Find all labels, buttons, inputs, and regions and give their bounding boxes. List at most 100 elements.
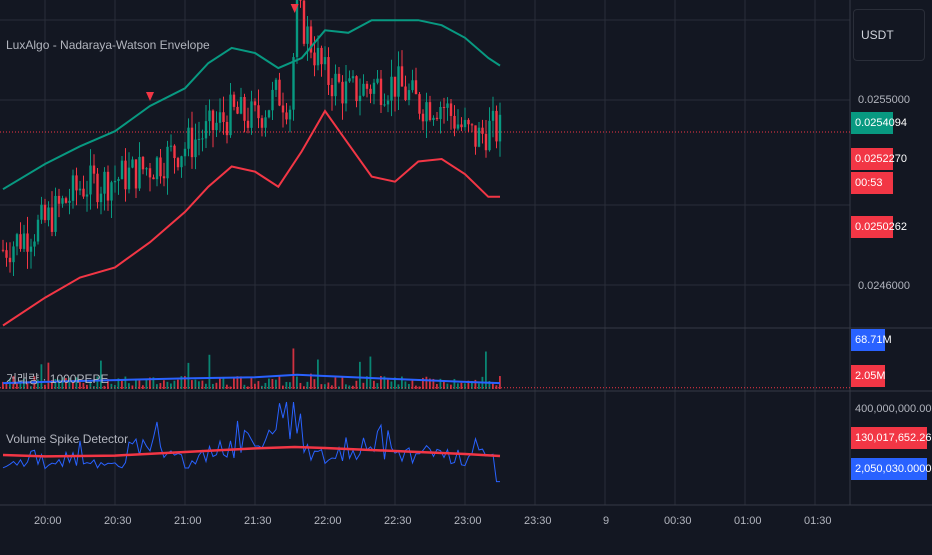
volume-bar bbox=[128, 383, 130, 389]
candle-up bbox=[120, 160, 124, 180]
candle-down bbox=[337, 73, 341, 82]
volume-bar bbox=[23, 378, 25, 389]
candle-up bbox=[40, 204, 43, 220]
volume-bar bbox=[219, 378, 221, 389]
volume-bar bbox=[478, 383, 480, 389]
candle-up bbox=[201, 138, 204, 140]
upper-band-price-tag: 0.0254094 bbox=[851, 112, 907, 134]
time-label: 20:00 bbox=[34, 515, 62, 527]
candle-down bbox=[225, 121, 229, 136]
candle-up bbox=[194, 139, 197, 158]
candle-down bbox=[404, 86, 407, 101]
volume-bar bbox=[439, 378, 442, 389]
candle-up bbox=[229, 94, 232, 136]
volume-bar bbox=[338, 386, 340, 389]
candle-down bbox=[393, 76, 397, 97]
volume-bar bbox=[191, 380, 193, 389]
candle-down bbox=[232, 94, 236, 107]
candle-up bbox=[155, 157, 159, 180]
volume-bar bbox=[383, 376, 386, 389]
candle-up bbox=[376, 78, 379, 83]
candle-down bbox=[92, 165, 96, 174]
candle-up bbox=[316, 47, 320, 66]
candle-up bbox=[12, 246, 15, 263]
candle-down bbox=[309, 26, 313, 53]
candle-down bbox=[64, 198, 68, 203]
volume-bar bbox=[96, 376, 99, 389]
volume-bar bbox=[320, 384, 323, 389]
volume-bar bbox=[404, 381, 407, 389]
candle-down bbox=[5, 250, 8, 258]
candle-down bbox=[243, 97, 246, 121]
candle-up bbox=[110, 182, 113, 201]
candle-down bbox=[460, 124, 463, 128]
volume-bar bbox=[289, 382, 291, 389]
volume-bar bbox=[208, 354, 211, 389]
candle-up bbox=[348, 78, 351, 82]
candle-down bbox=[418, 94, 421, 114]
volume-bar bbox=[254, 383, 256, 389]
volume-bar bbox=[37, 379, 39, 389]
time-label: 9 bbox=[603, 515, 610, 527]
volume-bar bbox=[201, 380, 204, 389]
candle-down bbox=[470, 124, 474, 126]
spike-volume-line bbox=[2, 401, 500, 483]
candle-down bbox=[327, 57, 330, 85]
volume-bar bbox=[278, 376, 281, 389]
candle-up bbox=[292, 57, 295, 110]
candle-down bbox=[257, 105, 260, 119]
candle-down bbox=[26, 233, 29, 252]
candle-up bbox=[131, 159, 134, 168]
volume-top-tag: 68.71M bbox=[851, 329, 892, 351]
volume-bar bbox=[453, 378, 456, 389]
volume-bar bbox=[331, 385, 333, 389]
candle-up bbox=[33, 241, 36, 247]
candle-down bbox=[19, 234, 22, 249]
volume-bar bbox=[205, 383, 207, 389]
symbol-selector[interactable]: USDT bbox=[853, 9, 925, 61]
candle-up bbox=[169, 145, 173, 147]
candle-down bbox=[278, 79, 281, 106]
candle-down bbox=[8, 257, 12, 263]
volume-bar bbox=[89, 380, 92, 389]
candle-up bbox=[197, 138, 201, 140]
volume-bar bbox=[366, 376, 368, 389]
time-label: 21:30 bbox=[244, 515, 272, 527]
volume-bar bbox=[425, 376, 428, 389]
candle-down bbox=[176, 158, 180, 168]
volume-bar bbox=[114, 385, 116, 389]
candle-up bbox=[295, 0, 299, 58]
volume-bar bbox=[121, 380, 123, 389]
candle-up bbox=[344, 81, 348, 104]
volume-bar bbox=[163, 380, 165, 389]
volume-bar bbox=[471, 381, 473, 389]
candle-down bbox=[435, 117, 439, 120]
volume-bar bbox=[488, 380, 491, 389]
volume-bar bbox=[142, 385, 144, 389]
time-label: 23:30 bbox=[524, 515, 552, 527]
volume-bar bbox=[131, 385, 134, 389]
candle-down bbox=[134, 159, 138, 189]
candle-up bbox=[29, 246, 33, 252]
candle-up bbox=[113, 180, 117, 183]
time-label: 01:30 bbox=[804, 515, 832, 527]
volume-bar bbox=[72, 382, 74, 389]
volume-bar bbox=[54, 379, 57, 389]
volume-bar bbox=[460, 382, 463, 389]
volume-bar bbox=[124, 376, 127, 389]
volume-bar bbox=[359, 361, 361, 389]
volume-bar bbox=[40, 364, 43, 389]
candle-up bbox=[463, 119, 467, 128]
volume-bar bbox=[138, 380, 141, 389]
candle-up bbox=[334, 73, 337, 97]
volume-bar bbox=[226, 384, 228, 389]
candle-up bbox=[117, 179, 120, 181]
candle-up bbox=[204, 121, 208, 139]
candle-up bbox=[372, 82, 376, 94]
volume-bar bbox=[177, 379, 179, 389]
candle-down bbox=[302, 0, 306, 44]
candle-down bbox=[96, 173, 99, 203]
candle-down bbox=[400, 66, 404, 87]
